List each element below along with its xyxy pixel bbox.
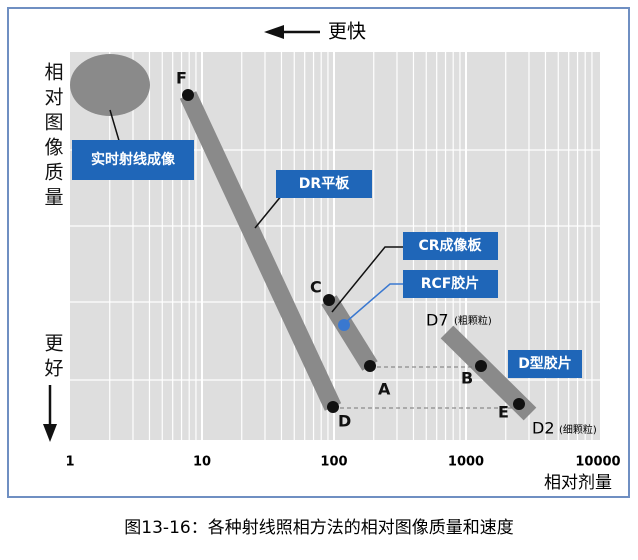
x-axis-label: 相对剂量: [544, 473, 612, 493]
leader: [345, 283, 403, 323]
callout: 实时射线成像: [91, 151, 176, 168]
point-label: E: [498, 403, 509, 422]
callout: RCF胶片: [421, 275, 480, 292]
x-ticks: 1 10 100 1000 10000: [65, 455, 620, 470]
point-label: F: [176, 69, 187, 88]
caption: 图13-16：各种射线照相方法的相对图像质量和速度: [124, 518, 513, 538]
better-arrow-head: [43, 424, 57, 442]
point-label: A: [378, 380, 391, 399]
x-tick-label: 1: [65, 455, 74, 470]
leader: [331, 246, 403, 313]
point-label: D7: [426, 311, 449, 330]
point-label: D: [338, 412, 351, 431]
leader: [254, 194, 283, 229]
x-tick-label: 1000: [448, 455, 484, 470]
callout: D型胶片: [518, 355, 572, 372]
leader: [109, 109, 121, 145]
better-label: 更好: [42, 333, 64, 383]
callout-box: [276, 170, 372, 198]
callout: DR平板: [299, 175, 350, 192]
cr-bar: [321, 295, 378, 371]
x-tick-label: 100: [320, 455, 347, 470]
point-label: C: [310, 278, 322, 297]
point-note: (粗颗粒): [454, 314, 492, 327]
x-tick-label: 10: [193, 455, 211, 470]
callout-box: [72, 140, 194, 180]
realtime-zone: [70, 54, 150, 116]
callout: CR成像板: [418, 237, 482, 254]
dr-bar: [179, 91, 342, 411]
callout-box: [403, 270, 498, 298]
faster-label: 更快: [328, 21, 366, 43]
x-tick-label: 10000: [575, 455, 620, 470]
callout-box: [508, 350, 582, 378]
point-note: (细颗粒): [559, 423, 597, 436]
dots: [182, 89, 525, 413]
point-label: D2: [532, 419, 555, 438]
y-axis-label: 相对图像质量: [42, 62, 64, 212]
faster-arrow-head: [264, 25, 284, 39]
callout-box: [403, 232, 498, 260]
point-label: B: [461, 369, 473, 388]
